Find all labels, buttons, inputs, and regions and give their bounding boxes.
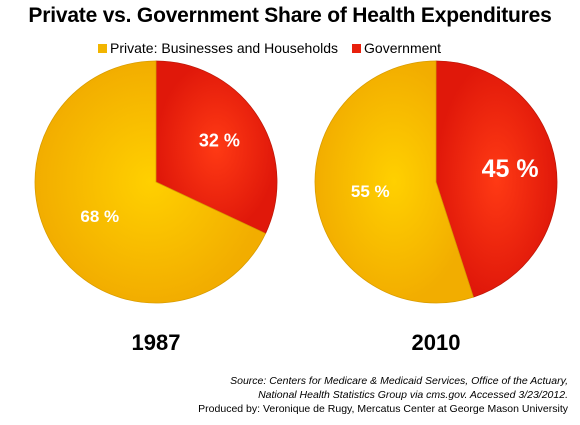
chart-title: Private vs. Government Share of Health E… bbox=[28, 4, 552, 27]
legend: Private: Businesses and Households Gover… bbox=[98, 38, 455, 58]
source-line-1: Source: Centers for Medicare & Medicaid … bbox=[230, 375, 568, 387]
legend-label-private: Private: Businesses and Households bbox=[110, 40, 339, 56]
source-line-2: National Health Statistics Group via cms… bbox=[258, 389, 568, 401]
pie-2010-slice-government bbox=[435, 60, 558, 298]
pie-1987-slice-private bbox=[34, 60, 267, 304]
legend-swatch-private bbox=[98, 43, 107, 53]
pie-2010-label-government: 45 % bbox=[482, 155, 539, 183]
pie-1987-slice-government bbox=[155, 60, 278, 235]
legend-item-private: Private: Businesses and Households bbox=[98, 40, 338, 56]
pie-2010-slice-private bbox=[314, 60, 474, 304]
pie-2010-year-label: 2010 bbox=[412, 330, 461, 355]
legend-swatch-government bbox=[352, 43, 362, 53]
source-note: Source: Centers for Medicare & Medicaid … bbox=[88, 374, 568, 416]
legend-label-government: Government bbox=[364, 40, 442, 56]
legend-item-government: Government bbox=[352, 40, 441, 56]
pie-2010-label-private: 55 % bbox=[351, 182, 390, 201]
source-line-3: Produced by: Veronique de Rugy, Mercatus… bbox=[198, 403, 568, 415]
pie-1987-label-government: 32 % bbox=[199, 131, 240, 151]
pie-1987-year-label: 1987 bbox=[132, 330, 181, 355]
pie-1987-label-private: 68 % bbox=[80, 207, 119, 226]
